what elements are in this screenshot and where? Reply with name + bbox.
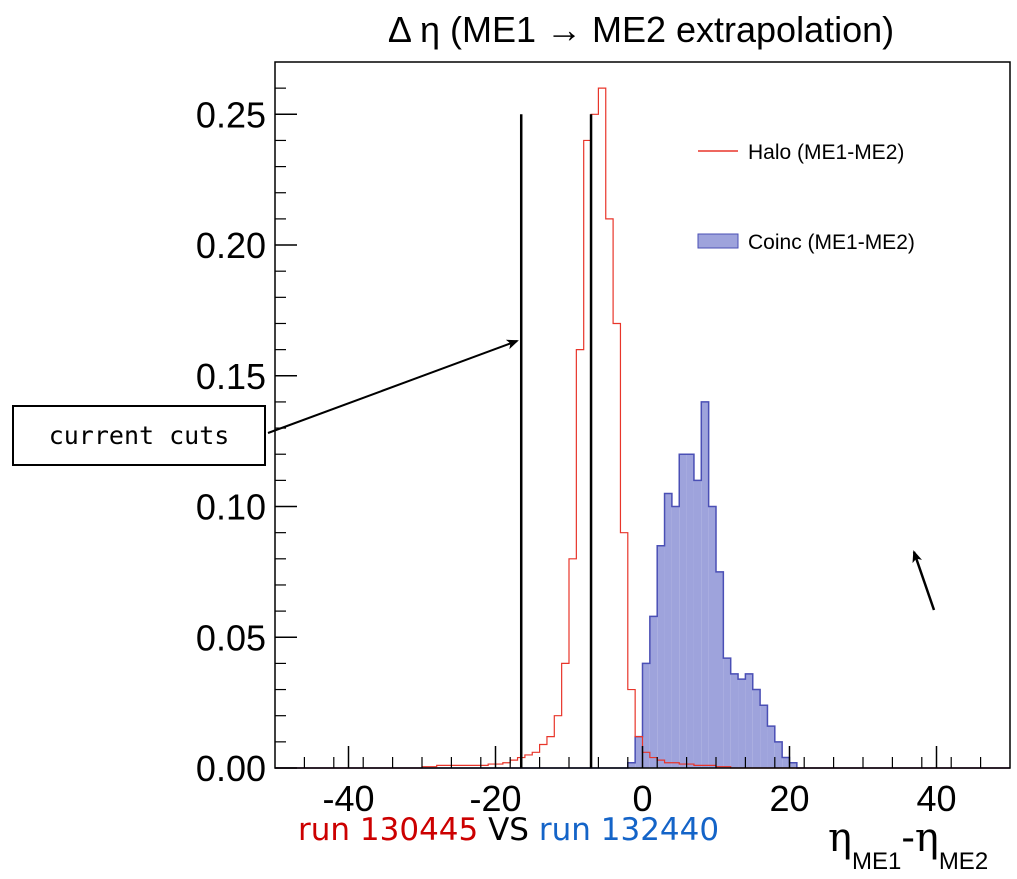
legend: Halo (ME1-ME2) Coinc (ME1-ME2) bbox=[697, 141, 915, 254]
coinc-bar bbox=[649, 616, 658, 768]
coinc-bar bbox=[752, 689, 761, 768]
y-tick-label: 0.05 bbox=[196, 617, 266, 658]
plot-frame bbox=[274, 61, 1011, 769]
coinc-bar bbox=[782, 757, 790, 768]
x-tick-label: -40 bbox=[322, 778, 374, 819]
coinc-bar bbox=[679, 454, 687, 768]
y-tick-label: 0.25 bbox=[196, 94, 266, 135]
y-tick-label: 0.20 bbox=[196, 225, 266, 266]
legend-label-halo: Halo (ME1-ME2) bbox=[748, 141, 904, 164]
coinc-bar bbox=[767, 726, 775, 768]
vs-label: VS bbox=[478, 812, 539, 848]
coinc-bar bbox=[716, 571, 724, 768]
coinc-bar bbox=[657, 545, 665, 768]
coinc-bar bbox=[671, 506, 680, 768]
plot-area: 0.00 0.05 0.10 0.15 0.20 0.25 -40 -20 0 20 40 bbox=[196, 61, 1011, 819]
x-axis-sub-2: ME2 bbox=[938, 848, 989, 875]
coinc-bar bbox=[723, 658, 731, 768]
x-axis-sub-1: ME1 bbox=[851, 848, 902, 875]
legend-swatch-coinc bbox=[697, 233, 739, 249]
legend-label-coinc: Coinc (ME1-ME2) bbox=[748, 231, 915, 254]
coinc-bar bbox=[708, 506, 716, 768]
coinc-series-outline bbox=[275, 401, 1010, 769]
current-cuts-label-box: current cuts bbox=[12, 405, 266, 466]
coinc-bar bbox=[664, 493, 672, 768]
y-tick-label: 0.00 bbox=[196, 748, 266, 789]
coinc-bar bbox=[635, 736, 643, 768]
x-axis-eta-1: η bbox=[828, 815, 852, 861]
run-a-number: 130445 bbox=[359, 812, 479, 848]
coinc-bar bbox=[686, 454, 694, 768]
current-cuts-text: current cuts bbox=[48, 421, 230, 450]
y-tick-label: 0.10 bbox=[196, 487, 266, 528]
x-tick-label: 0 bbox=[632, 778, 652, 819]
coinc-bar bbox=[642, 663, 650, 768]
coinc-bar bbox=[730, 673, 739, 768]
pointer-arrow bbox=[912, 550, 936, 611]
coinc-bar bbox=[789, 762, 797, 768]
coinc-bar bbox=[745, 673, 753, 768]
y-tick-label: 0.15 bbox=[196, 356, 266, 397]
coinc-bar bbox=[693, 480, 702, 768]
x-axis-eta-2: η bbox=[914, 815, 939, 861]
x-axis-label: ηME1-ηME2 bbox=[828, 815, 988, 875]
x-tick-label: -20 bbox=[469, 778, 521, 819]
coinc-bar bbox=[627, 762, 636, 768]
run-b-prefix: run bbox=[538, 812, 601, 848]
chart-title: Δ η (ME1 → ME2 extrapolation) bbox=[388, 9, 894, 50]
run-a-prefix: run bbox=[298, 812, 360, 848]
cuts-arrow bbox=[267, 339, 519, 434]
x-axis-minus: - bbox=[901, 815, 915, 861]
x-tick-label: 20 bbox=[769, 778, 809, 819]
coinc-bar bbox=[738, 679, 746, 768]
coinc-bar bbox=[774, 741, 783, 768]
run-comparison-label: run 130445 VS run 132440 bbox=[298, 812, 719, 848]
x-tick-label: 40 bbox=[916, 778, 956, 819]
coinc-bar bbox=[760, 705, 768, 768]
run-b-number: 132440 bbox=[600, 812, 720, 848]
coinc-bar bbox=[701, 401, 709, 768]
